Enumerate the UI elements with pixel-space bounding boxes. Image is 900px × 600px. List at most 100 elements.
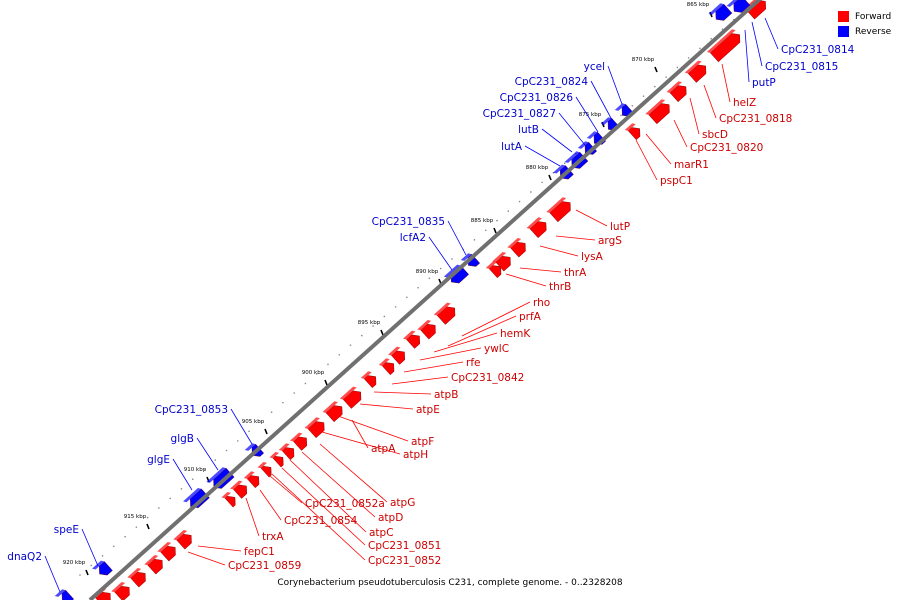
scale-dot	[169, 497, 171, 500]
scale-dot	[79, 574, 81, 576]
gene-label-rho[interactable]: rho	[533, 297, 550, 309]
gene-label-thrb[interactable]: thrB	[549, 281, 571, 293]
gene-label-cpc231-0826[interactable]: CpC231_0826	[500, 92, 574, 104]
gene-label-lcfa2[interactable]: lcfA2	[400, 232, 426, 244]
forward-gene-arrow	[507, 237, 526, 258]
leader-line-lysa	[539, 245, 579, 257]
gene-label-sbcd[interactable]: sbcD	[702, 129, 728, 141]
gene-label-lutb[interactable]: lutB	[518, 124, 539, 136]
gene-label-atph[interactable]: atpH	[403, 449, 428, 461]
leader-line-atpc	[289, 459, 367, 533]
forward-gene-arrow	[666, 81, 687, 103]
tick-label: 915 kbp	[124, 514, 147, 520]
gene-label-cpc231-0820[interactable]: CpC231_0820	[690, 142, 763, 154]
scale-dot	[349, 344, 352, 346]
scale-dot	[304, 382, 307, 385]
gene-label-putp[interactable]: putP	[752, 77, 776, 89]
gene-label-ywlc[interactable]: ywlC	[484, 343, 509, 355]
leader-line-sbcd	[689, 97, 700, 135]
gene-label-cpc231-0851[interactable]: CpC231_0851	[368, 540, 441, 552]
gene-label-atpg[interactable]: atpG	[390, 497, 415, 509]
gene-label-cpc231-0852a[interactable]: CpC231_0852a	[305, 498, 385, 510]
tick-label: 910 kbp	[184, 467, 207, 473]
gene-label-marr1[interactable]: marR1	[674, 159, 709, 171]
gene-label-cpc231-0854[interactable]: CpC231_0854	[284, 515, 358, 527]
gene-label-fepc1[interactable]: fepC1	[244, 546, 275, 558]
forward-gene-arrow	[173, 529, 192, 550]
gene-label-cpc231-0814[interactable]: CpC231_0814	[781, 44, 855, 56]
gene-label-atpc[interactable]: atpC	[369, 527, 394, 539]
forward-gene-arrow	[378, 358, 395, 376]
tick-mark	[146, 523, 150, 530]
gene-label-cpc231-0835[interactable]: CpC231_0835	[372, 216, 445, 228]
scale-dot	[710, 37, 712, 40]
forward-gene-arrow	[645, 99, 670, 125]
scale-dot	[135, 526, 138, 528]
gene-label-helz[interactable]: helZ	[733, 97, 756, 109]
scale-dot	[687, 57, 690, 59]
gene-label-atpd[interactable]: atpD	[378, 512, 403, 524]
scale-dot	[293, 392, 295, 394]
gene-label-glge[interactable]: glgE	[147, 454, 170, 466]
scale-dot	[518, 200, 521, 203]
gene-label-lysa[interactable]: lysA	[581, 251, 604, 263]
label-layer: CpC231_0814 CpC231_0815 putP ycel CpC231_082…	[7, 44, 854, 572]
gene-label-atpa[interactable]: atpA	[371, 443, 396, 455]
gene-label-thra[interactable]: thrA	[564, 267, 587, 279]
leader-line-atpd	[301, 451, 376, 518]
gene-label-glgb[interactable]: glgB	[171, 433, 194, 445]
gene-label-atpe[interactable]: atpE	[416, 404, 440, 416]
forward-gene-arrow	[278, 443, 295, 461]
leader-line-args	[555, 235, 596, 241]
scale-dot	[236, 440, 239, 442]
gene-label-luta[interactable]: lutA	[501, 141, 523, 153]
legend-forward-swatch	[838, 11, 849, 22]
gene-label-atpf[interactable]: atpF	[411, 436, 434, 448]
leader-line-cpc231-0854	[259, 489, 282, 521]
gene-label-ycel[interactable]: ycel	[584, 61, 605, 73]
leader-line-helz	[721, 63, 731, 103]
forward-gene-arrow	[322, 401, 343, 423]
gene-label-cpc231-0824[interactable]: CpC231_0824	[515, 76, 589, 88]
leader-line-luta	[524, 145, 561, 167]
gene-label-atpb[interactable]: atpB	[434, 389, 458, 401]
gene-label-dnaq2[interactable]: dnaQ2	[7, 551, 42, 563]
gene-label-args[interactable]: argS	[598, 235, 622, 247]
gene-label-trxa[interactable]: trxA	[262, 531, 284, 543]
scale-dot	[259, 420, 262, 423]
forward-gene-arrow	[243, 471, 260, 489]
tick-mark	[264, 428, 268, 435]
leader-line-atpf	[337, 415, 409, 442]
gene-label-cpc231-0818[interactable]: CpC231_0818	[719, 113, 792, 125]
scale-dot	[406, 296, 408, 299]
reverse-gene-arrow	[443, 264, 469, 284]
gene-label-prfa[interactable]: prfA	[519, 311, 542, 323]
leader-line-rho	[461, 301, 531, 337]
scale-dot	[270, 411, 273, 414]
leader-line-lutp	[575, 209, 608, 227]
gene-label-cpc231-0842[interactable]: CpC231_0842	[451, 372, 524, 384]
gene-label-cpc231-0859[interactable]: CpC231_0859	[228, 560, 301, 572]
forward-gene-arrow	[230, 480, 247, 499]
leader-line-atpa	[351, 419, 369, 449]
leader-line-cpc231-0852	[271, 473, 366, 561]
leader-line-spee	[81, 528, 99, 567]
gene-label-cpc231-0815[interactable]: CpC231_0815	[765, 61, 838, 73]
gene-label-rfe[interactable]: rfe	[466, 357, 480, 369]
gene-label-lutp[interactable]: lutP	[610, 221, 630, 233]
gene-label-pspc1[interactable]: pspC1	[660, 175, 693, 187]
leader-line-thrb	[505, 273, 547, 287]
tick-mark	[380, 329, 384, 336]
scale-dot	[146, 516, 149, 519]
gene-label-cpc231-0827[interactable]: CpC231_0827	[483, 108, 556, 120]
tick-layer: 865 kbp 870 kbp 875 kbp 880 kbp 885 kbp 890 k…	[63, 2, 746, 576]
gene-label-cpc231-0852[interactable]: CpC231_0852	[368, 555, 441, 567]
scale-dot	[203, 468, 205, 471]
gene-label-cpc231-0853[interactable]: CpC231_0853	[155, 404, 228, 416]
gene-label-hemk[interactable]: hemK	[500, 328, 531, 340]
scale-dot	[631, 104, 634, 107]
reverse-gene-arrow	[206, 467, 235, 489]
gene-label-spee[interactable]: speE	[54, 524, 79, 536]
forward-gene-arrow	[304, 417, 325, 439]
tick-label: 920 kbp	[63, 560, 86, 566]
